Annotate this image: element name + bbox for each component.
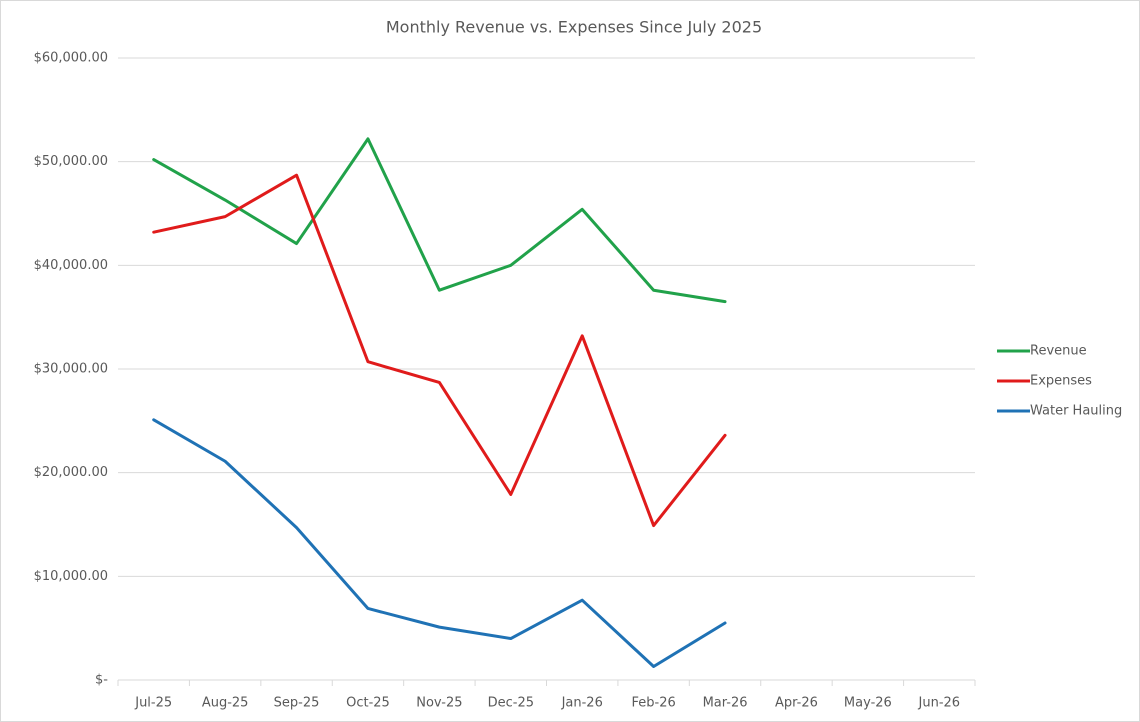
- y-tick-label: $50,000.00: [34, 154, 108, 169]
- x-tick-label: Mar-26: [703, 696, 748, 711]
- x-tick-label: Sep-25: [274, 696, 320, 711]
- x-tick-label: Apr-26: [775, 696, 818, 711]
- x-tick-label: May-26: [844, 696, 892, 711]
- chart-title: Monthly Revenue vs. Expenses Since July …: [386, 18, 762, 37]
- x-tick-label: Jun-26: [918, 696, 961, 711]
- x-tick-label: Oct-25: [346, 696, 390, 711]
- y-tick-label: $30,000.00: [34, 362, 108, 377]
- x-tick-label: Nov-25: [416, 696, 462, 711]
- x-tick-label: Jan-26: [561, 696, 603, 711]
- y-tick-label: $10,000.00: [34, 569, 108, 584]
- x-tick-label: Aug-25: [202, 696, 249, 711]
- x-tick-label: Feb-26: [632, 696, 676, 711]
- series-line: [152, 173, 727, 528]
- legend-label: Water Hauling: [1030, 404, 1122, 419]
- legend-label: Expenses: [1030, 374, 1092, 389]
- legend-label: Revenue: [1030, 344, 1087, 359]
- series-line: [152, 137, 727, 304]
- x-tick-label: Jul-25: [134, 696, 172, 711]
- y-tick-label: $40,000.00: [34, 258, 108, 273]
- y-tick-label: $-: [95, 673, 108, 688]
- y-tick-label: $60,000.00: [34, 51, 108, 66]
- series-line: [152, 418, 727, 669]
- y-tick-label: $20,000.00: [34, 465, 108, 480]
- x-tick-label: Dec-25: [488, 696, 534, 711]
